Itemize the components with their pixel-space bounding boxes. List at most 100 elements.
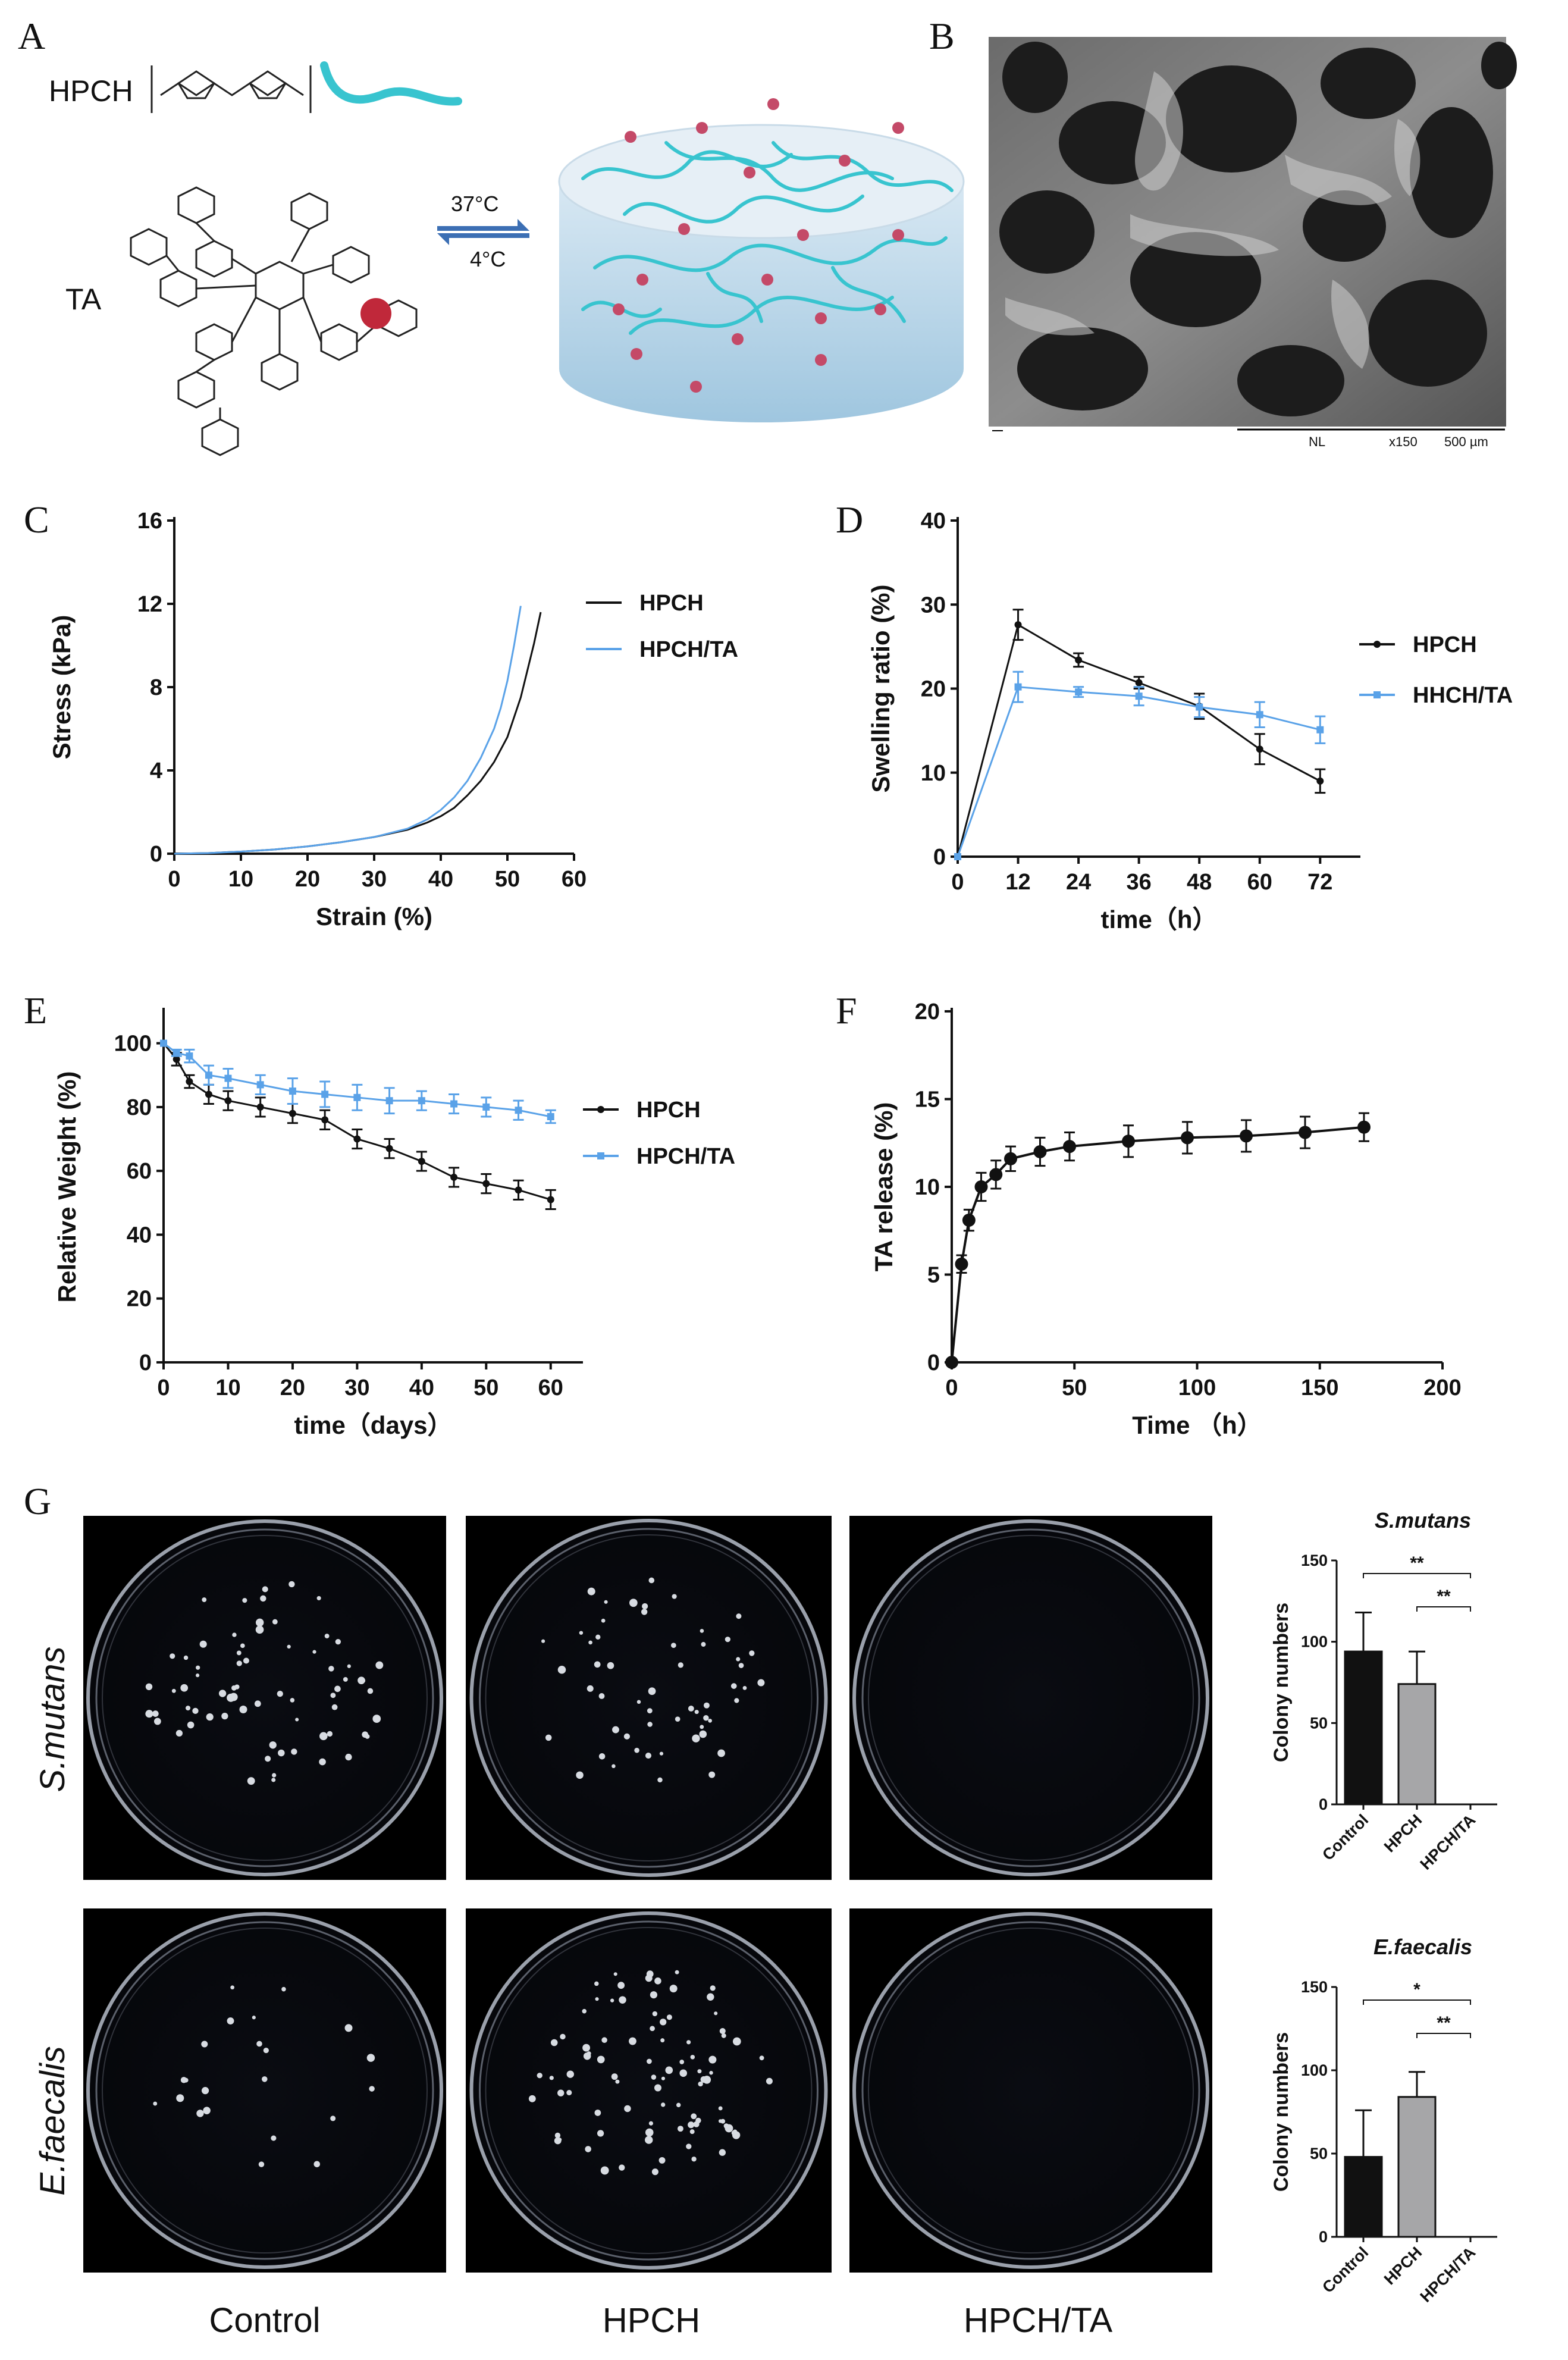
bacterial-colony: [557, 1665, 566, 1674]
bacterial-colony: [550, 2039, 558, 2046]
bacterial-colony: [642, 1603, 648, 1610]
bacterial-colony: [153, 2101, 158, 2106]
bacterial-colony: [714, 2011, 718, 2016]
bacterial-colony: [372, 1715, 381, 1723]
significance-label: *: [1413, 1980, 1420, 1999]
bacterial-colony: [730, 1683, 737, 1689]
bacterial-colony: [145, 1710, 153, 1718]
bacterial-colony: [566, 2070, 574, 2078]
bacterial-colony: [554, 2137, 562, 2145]
legend-label: HHCH/TA: [1413, 683, 1513, 708]
bacterial-colony: [587, 2051, 591, 2056]
bacterial-colony: [366, 2054, 375, 2062]
y-tick-label: 0: [1319, 1795, 1328, 1813]
bacterial-colony: [700, 1629, 704, 1633]
bacterial-colony: [360, 1678, 366, 1683]
bacterial-colony: [623, 1733, 631, 1740]
sem-magnification: x150: [1389, 434, 1418, 449]
bacterial-colony: [183, 1655, 189, 1660]
bacterial-colony: [585, 2146, 591, 2152]
bacterial-colony: [659, 1751, 664, 1756]
bacterial-colony: [221, 1713, 228, 1720]
panel-letter-c: C: [24, 499, 49, 541]
bacterial-colony: [313, 2161, 321, 2168]
bacterial-colony: [291, 1748, 297, 1755]
data-point: [256, 1103, 264, 1111]
bacterial-colony: [201, 2041, 208, 2048]
bacterial-colony: [650, 2026, 655, 2032]
data-point: [321, 1090, 329, 1098]
sem-micrograph: NL x150 500 µm: [989, 37, 1517, 453]
data-point: [547, 1196, 554, 1203]
y-tick-label: 30: [921, 593, 946, 618]
data-point: [955, 1257, 968, 1271]
data-point: [515, 1107, 522, 1114]
bacterial-colony: [742, 1685, 747, 1690]
bacterial-colony: [185, 1706, 191, 1711]
bacterial-colony: [243, 1657, 249, 1664]
bacterial-colony: [537, 2073, 542, 2079]
bacterial-colony: [247, 1777, 255, 1785]
bacterial-colony: [335, 1638, 341, 1645]
bacterial-colony: [324, 1634, 330, 1639]
data-point: [482, 1180, 490, 1187]
row-label-s-mutans: S.mutans: [33, 1647, 72, 1792]
data-point: [450, 1173, 458, 1181]
gel-temp-label: 37°C: [451, 192, 498, 216]
panel-letter-d: D: [836, 499, 863, 541]
x-axis-label: time（h）: [1100, 905, 1217, 933]
bacterial-colony: [647, 1722, 653, 1727]
bacterial-colony: [528, 2095, 536, 2102]
data-point: [1256, 711, 1263, 719]
bacterial-colony: [255, 1625, 264, 1634]
petri-dish-rim: [479, 1920, 819, 2261]
data-point: [954, 853, 961, 860]
bacterial-colony: [281, 1986, 286, 1992]
bacterial-colony: [196, 2110, 204, 2117]
petri-dish-inner-rim: [102, 1535, 428, 1861]
data-point: [385, 1097, 393, 1105]
bacterial-colony: [719, 2149, 726, 2156]
data-point: [385, 1145, 393, 1152]
data-point: [173, 1055, 180, 1063]
bacterial-colony: [699, 1730, 707, 1738]
bacterial-colony: [721, 2033, 726, 2038]
sem-scale-bar: 500 µm: [1444, 434, 1488, 449]
bacterial-colony: [629, 1599, 638, 1607]
legend-label: HPCH: [639, 591, 704, 616]
y-tick-label: 10: [921, 761, 946, 786]
x-tick-label: 50: [473, 1375, 498, 1400]
bacterial-colony: [240, 1643, 245, 1648]
bacterial-colony: [675, 1970, 679, 1974]
data-point: [1004, 1152, 1017, 1165]
y-axis-label: Stress (kPa): [48, 615, 76, 760]
bacterial-colony: [316, 1596, 321, 1600]
bacterial-colony: [192, 1707, 199, 1715]
bar: [1397, 1683, 1437, 1806]
data-point: [224, 1074, 232, 1082]
bacterial-colony: [676, 2102, 681, 2108]
x-tick-label: 30: [344, 1375, 369, 1400]
bacterial-colony: [287, 1644, 291, 1649]
x-tick-label: 36: [1127, 870, 1152, 895]
bacterial-colony: [566, 2090, 572, 2096]
data-point: [186, 1052, 193, 1060]
bacterial-colony: [327, 1731, 333, 1737]
significance-bracket: [1416, 2033, 1471, 2038]
bacterial-colony: [732, 2131, 741, 2139]
x-tick-label: 0: [168, 867, 180, 892]
bacterial-colony: [271, 2135, 277, 2141]
bacterial-colony: [554, 2132, 561, 2139]
data-point: [288, 1110, 296, 1117]
bar: [1344, 1650, 1383, 1806]
y-tick-label: 20: [915, 999, 940, 1024]
bacterial-colony: [725, 1637, 730, 1643]
significance-bracket: [1416, 1606, 1471, 1612]
y-tick-label: 20: [127, 1287, 152, 1312]
data-point: [945, 1356, 958, 1369]
column-label-control: Control: [209, 2301, 321, 2340]
x-tick-label: Control: [1319, 2243, 1372, 2296]
data-point: [256, 1081, 264, 1089]
bacterial-colony: [677, 2126, 683, 2132]
